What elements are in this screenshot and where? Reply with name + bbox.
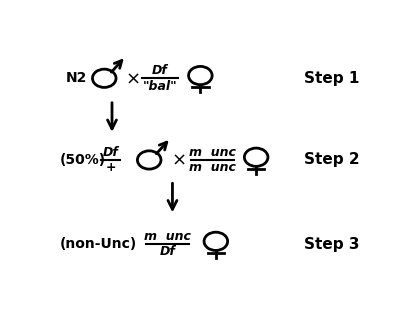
Text: m  unc: m unc [144, 230, 191, 243]
Text: m  unc: m unc [189, 161, 236, 174]
Text: (50%): (50%) [59, 153, 106, 167]
Text: Step 2: Step 2 [304, 153, 360, 168]
Text: m  unc: m unc [189, 146, 236, 159]
Text: Df: Df [152, 64, 168, 77]
Text: $\times$: $\times$ [171, 151, 186, 169]
Text: (non-Unc): (non-Unc) [59, 237, 136, 251]
Text: Step 3: Step 3 [304, 236, 360, 251]
Text: Df: Df [160, 245, 176, 258]
Text: Df: Df [102, 146, 118, 159]
Text: $\times$: $\times$ [125, 69, 140, 87]
Text: +: + [105, 161, 116, 174]
Text: Step 1: Step 1 [304, 71, 360, 86]
Text: "bal": "bal" [143, 80, 177, 93]
Text: N2: N2 [66, 71, 87, 85]
